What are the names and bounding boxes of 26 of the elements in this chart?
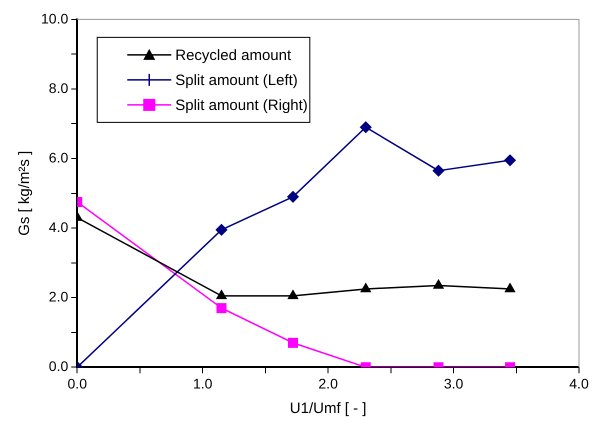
y-tick-label: 0.0 [48, 358, 68, 374]
point [360, 121, 372, 133]
y-tick-label: 2.0 [48, 288, 68, 304]
y-tick-label: 4.0 [48, 218, 68, 235]
x-tick-label: 2.0 [318, 375, 338, 392]
x-tick-label: 3.0 [444, 375, 464, 392]
point [288, 290, 298, 300]
y-axis-title: Gs [ kg/m²s ] [16, 150, 34, 236]
legend-label: Recycled amount [175, 47, 292, 64]
point [360, 283, 371, 292]
x-tick-label: 0.0 [68, 375, 88, 392]
legend-label: Split amount (Left) [175, 72, 298, 90]
point [504, 154, 516, 166]
point [216, 224, 228, 236]
y-tick-label: 6.0 [48, 149, 68, 166]
point [504, 283, 516, 292]
point [216, 290, 227, 300]
point [433, 280, 444, 289]
point [432, 164, 444, 176]
x-axis-title: U1/Umf [ - ] [290, 400, 366, 418]
point [287, 191, 299, 203]
x-tick-label: 4.0 [569, 375, 589, 392]
y-tick-label: 10.0 [41, 10, 68, 26]
y-tick-label: 8.0 [48, 80, 68, 96]
legend-label: Split amount (Right) [175, 97, 308, 114]
x-tick-label: 1.0 [192, 375, 213, 392]
